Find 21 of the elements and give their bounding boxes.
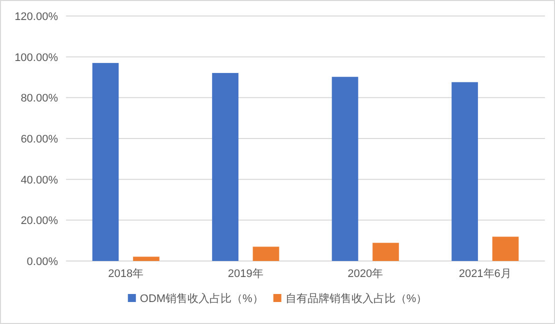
y-tick-label: 120.00% (14, 11, 58, 23)
legend-label: ODM销售收入占比（%） (140, 292, 264, 305)
x-tick-label: 2020年 (348, 268, 384, 280)
x-tick-label: 2018年 (108, 268, 144, 280)
y-tick-label: 40.00% (20, 174, 58, 186)
y-tick-label: 0.00% (26, 256, 58, 268)
x-tick-label: 2019年 (228, 268, 264, 280)
y-tick-label: 60.00% (20, 134, 58, 146)
bar (212, 72, 238, 261)
bar (332, 76, 358, 261)
y-tick-label: 20.00% (20, 215, 58, 228)
bar (492, 236, 519, 261)
bar (372, 242, 399, 261)
bar (452, 82, 478, 261)
y-tick-label: 80.00% (20, 92, 58, 105)
bar (133, 256, 160, 261)
x-tick-label: 2021年6月 (458, 268, 512, 280)
y-tick-label: 100.00% (14, 52, 58, 64)
bar (92, 62, 119, 261)
bar (252, 246, 280, 261)
legend-label: 自有品牌销售收入占比（%） (285, 292, 428, 305)
